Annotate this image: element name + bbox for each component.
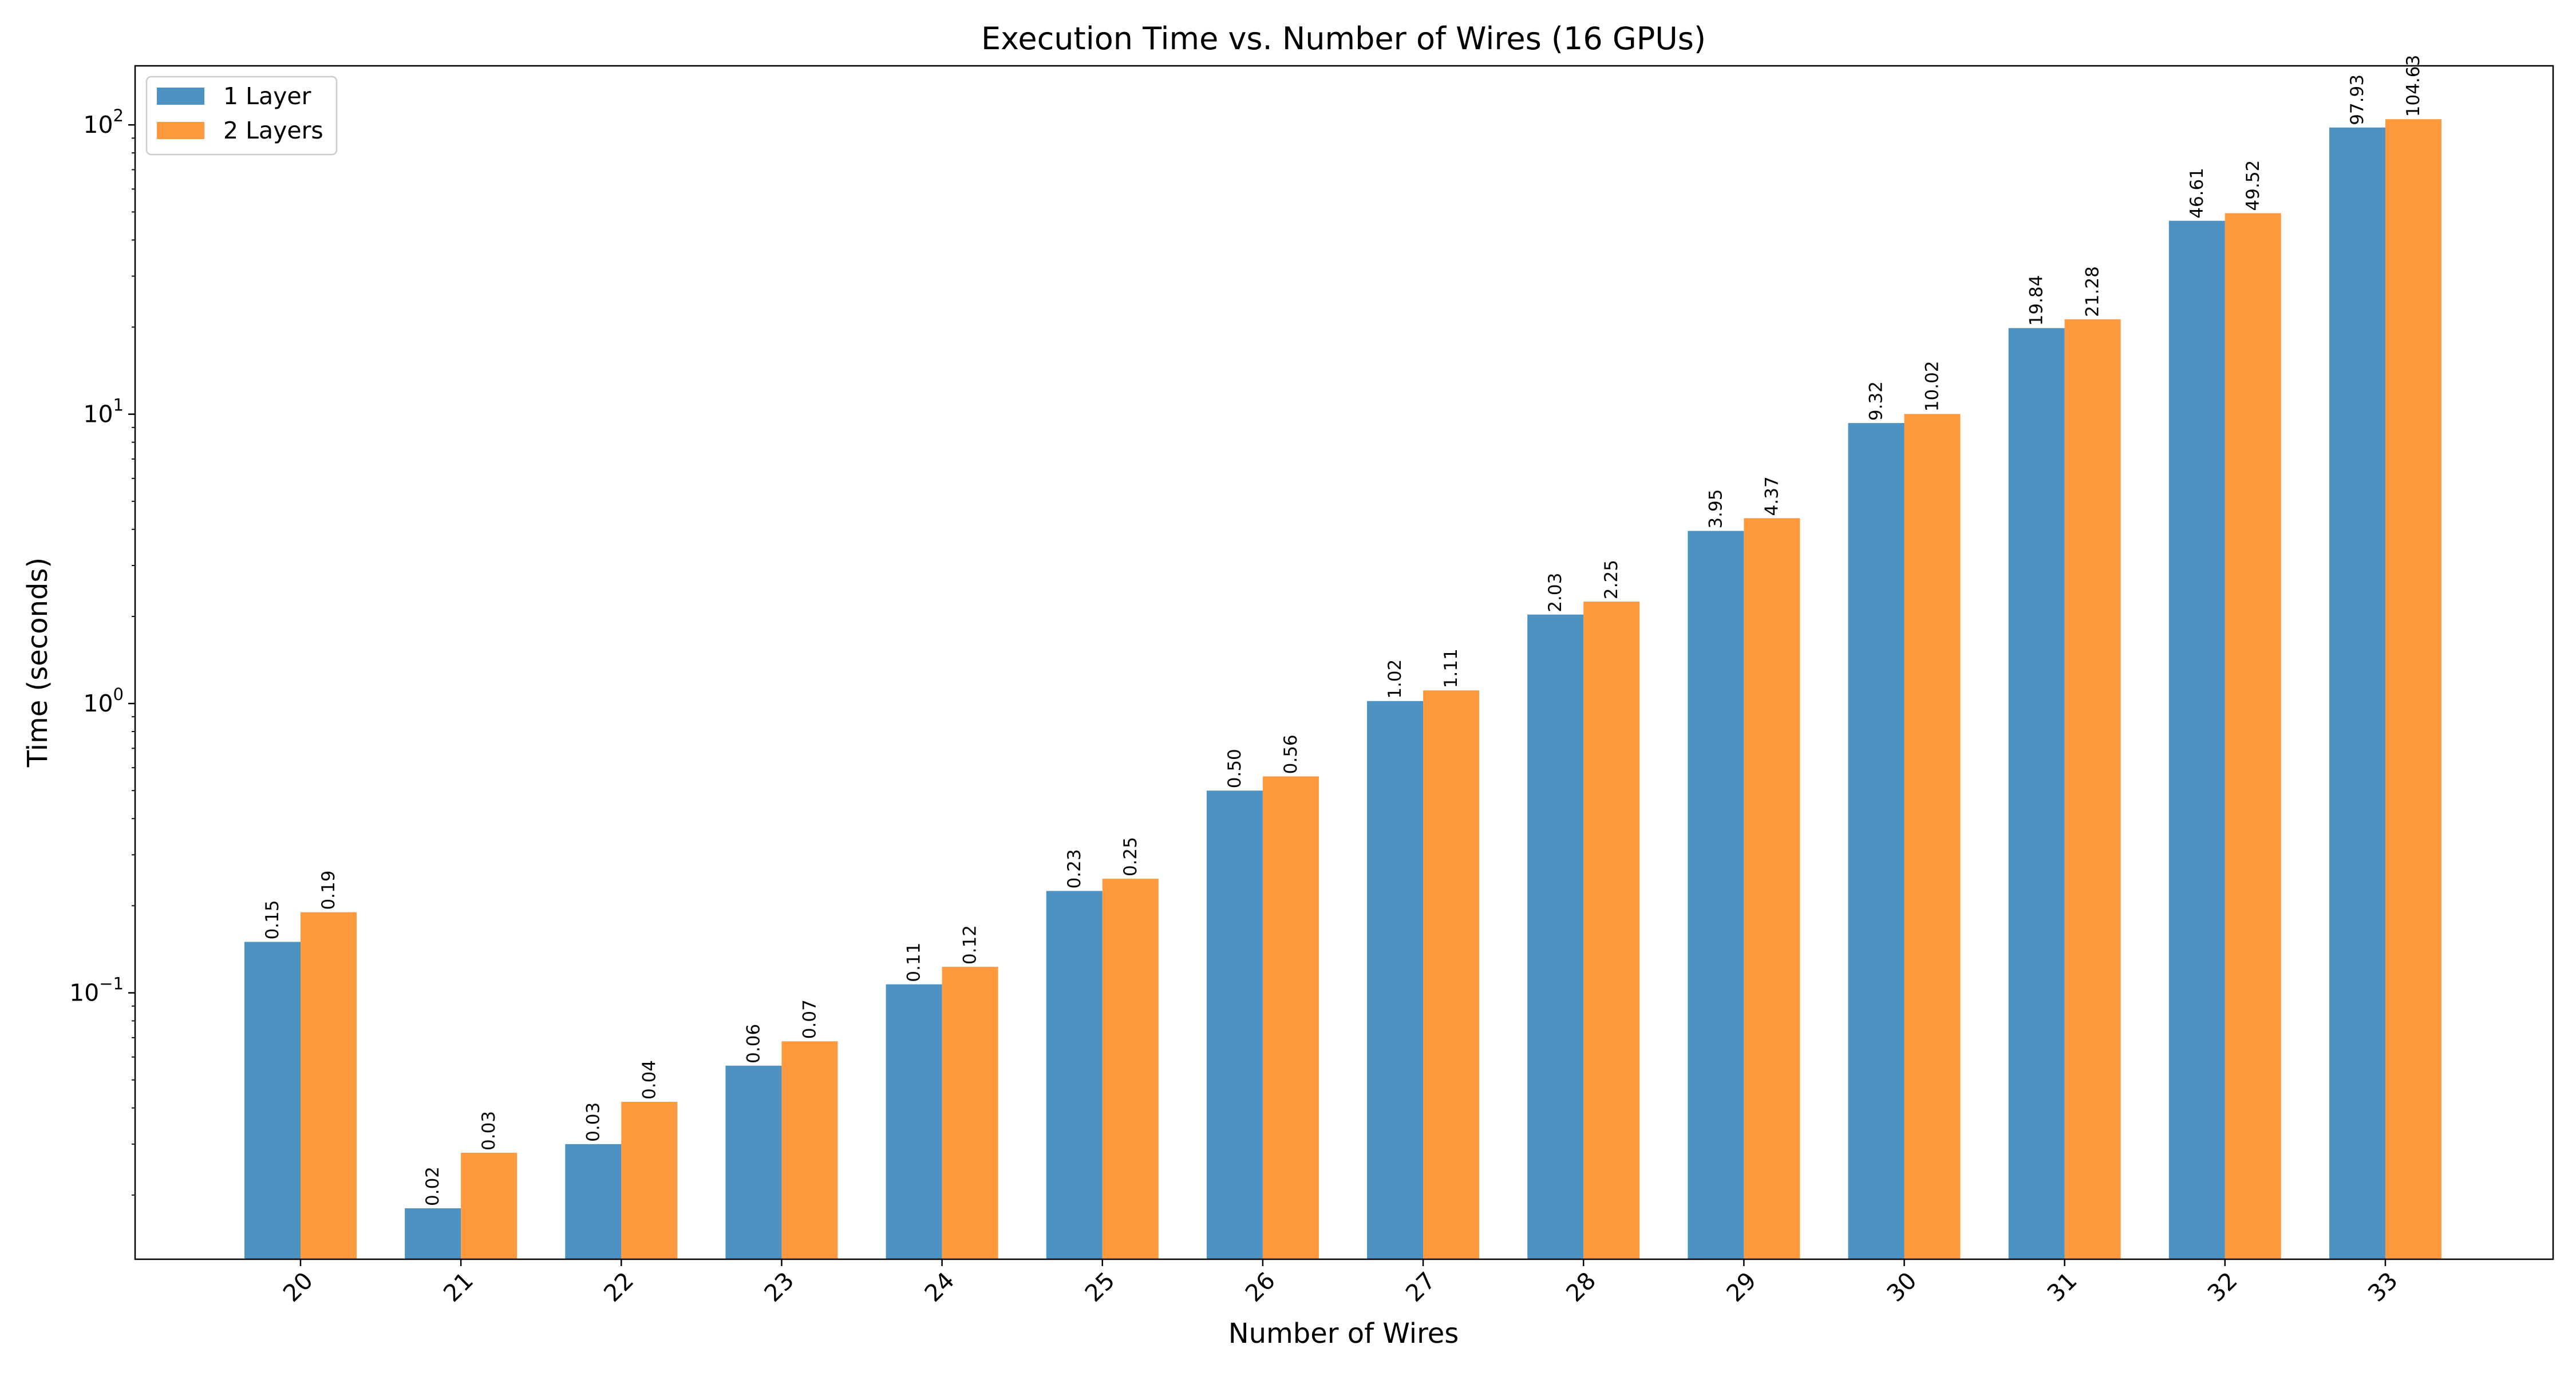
value-label-2-layers-27: 1.11 (1441, 649, 1461, 688)
bar-2-layers-24 (942, 967, 998, 1259)
bar-1-layer-24 (886, 984, 942, 1259)
bar-2-layers-26 (1262, 776, 1319, 1259)
value-label-2-layers-25: 0.25 (1120, 837, 1141, 876)
value-label-1-layer-27: 1.02 (1385, 659, 1405, 699)
value-label-2-layers-31: 21.28 (2083, 266, 2103, 317)
value-label-1-layer-32: 46.61 (2187, 168, 2207, 219)
value-label-2-layers-26: 0.56 (1281, 734, 1301, 774)
chart-title: Execution Time vs. Number of Wires (16 G… (981, 21, 1706, 57)
bar-2-layers-27 (1423, 690, 1480, 1259)
legend-swatch-1-layer (157, 88, 204, 105)
value-label-1-layer-25: 0.23 (1064, 849, 1085, 889)
bar-2-layers-28 (1583, 602, 1640, 1259)
bar-2-layers-23 (781, 1041, 838, 1259)
legend-label-1-layer: 1 Layer (223, 82, 311, 110)
bar-2-layers-21 (461, 1153, 517, 1259)
bar-1-layer-20 (244, 942, 301, 1259)
bar-2-layers-20 (301, 912, 357, 1259)
value-label-1-layer-33: 97.93 (2347, 74, 2368, 125)
x-axis-label: Number of Wires (1228, 1318, 1459, 1350)
bar-1-layer-26 (1206, 790, 1263, 1259)
bar-1-layer-28 (1527, 614, 1584, 1259)
value-label-1-layer-28: 2.03 (1545, 573, 1566, 612)
bar-1-layer-21 (405, 1208, 461, 1259)
value-label-2-layers-24: 0.12 (960, 925, 981, 964)
value-label-1-layer-29: 3.95 (1705, 489, 1726, 529)
value-label-2-layers-30: 10.02 (1922, 361, 1943, 412)
bar-1-layer-25 (1046, 891, 1103, 1259)
bar-2-layers-31 (2064, 319, 2121, 1259)
legend-swatch-2-layers (157, 122, 204, 139)
y-axis-label: Time (seconds) (22, 557, 54, 768)
bar-1-layer-29 (1688, 531, 1744, 1260)
value-label-1-layer-23: 0.06 (743, 1024, 764, 1063)
value-label-2-layers-28: 2.25 (1601, 560, 1622, 599)
bar-1-layer-32 (2168, 220, 2225, 1260)
value-label-2-layers-33: 104.63 (2403, 55, 2424, 117)
legend-label-2-layers: 2 Layers (223, 117, 323, 144)
bar-1-layer-33 (2329, 127, 2385, 1260)
bar-1-layer-27 (1367, 701, 1424, 1259)
bar-2-layers-33 (2385, 119, 2441, 1260)
value-label-2-layers-23: 0.07 (799, 999, 820, 1039)
value-label-1-layer-21: 0.02 (422, 1167, 443, 1206)
value-label-2-layers-20: 0.19 (318, 871, 339, 910)
bar-2-layers-22 (621, 1101, 678, 1259)
value-label-2-layers-22: 0.04 (639, 1060, 659, 1100)
y-tick-label-2: 102 (83, 106, 124, 139)
legend: 1 Layer 2 Layers (145, 76, 338, 156)
value-labels-layer: 0.15 0.19 0.02 0.03 0.03 0.04 0.06 0.07 0.11 0.12… (262, 55, 2424, 1206)
bar-2-layers-29 (1744, 518, 1800, 1260)
value-label-1-layer-24: 0.11 (904, 943, 924, 982)
bar-2-layers-32 (2225, 213, 2281, 1260)
bar-1-layer-31 (2008, 328, 2065, 1259)
value-label-1-layer-30: 9.32 (1866, 381, 1887, 421)
plot-frame (134, 65, 2554, 1260)
value-label-2-layers-32: 49.52 (2243, 160, 2263, 211)
value-label-1-layer-31: 19.84 (2026, 275, 2047, 326)
bar-2-layers-25 (1102, 879, 1159, 1259)
bars-layer (244, 119, 2441, 1260)
bar-2-layers-30 (1904, 414, 1961, 1259)
value-label-1-layer-26: 0.50 (1224, 749, 1245, 788)
y-tick-label-−1: 10−1 (69, 974, 124, 1007)
bar-1-layer-23 (725, 1065, 782, 1259)
y-tick-label-0: 100 (83, 685, 124, 717)
y-tick-label-1: 101 (83, 396, 124, 428)
value-label-2-layers-29: 4.37 (1761, 476, 1782, 516)
value-label-1-layer-22: 0.03 (583, 1102, 603, 1142)
bar-1-layer-22 (565, 1144, 622, 1259)
bar-1-layer-30 (1848, 423, 1905, 1259)
value-label-1-layer-20: 0.15 (262, 900, 283, 940)
value-label-2-layers-21: 0.03 (479, 1111, 499, 1150)
